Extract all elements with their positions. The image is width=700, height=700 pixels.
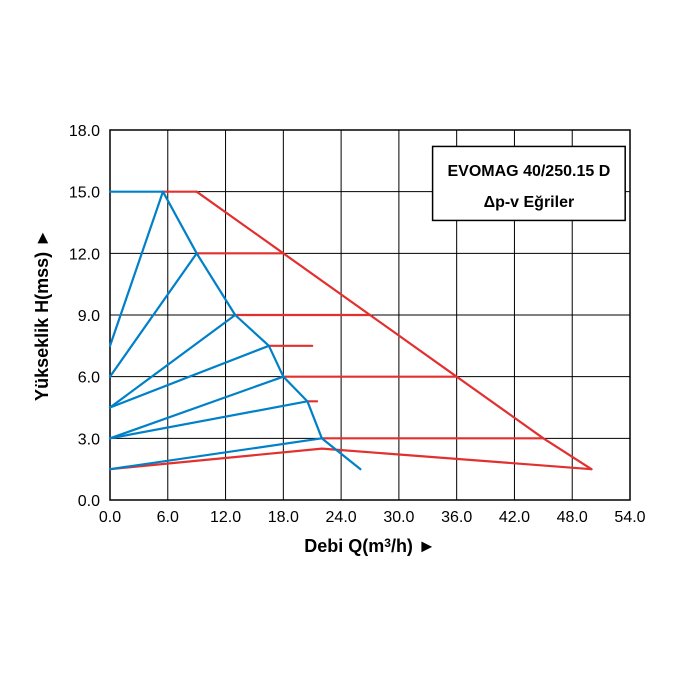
x-tick: 0.0 (99, 509, 121, 526)
x-tick: 18.0 (268, 509, 299, 526)
legend-line-2: Δp-v Eğriler (484, 194, 575, 211)
chart-container: 0.0 6.0 12.0 18.0 24.0 30.0 36.0 42.0 48.0 54.0 0.… (0, 0, 700, 700)
x-tick: 24.0 (326, 509, 357, 526)
y-tick: 3.0 (78, 431, 100, 448)
x-axis-label: Debi Q(m3/h) ► (304, 536, 436, 556)
x-tick: 30.0 (383, 509, 414, 526)
y-axis-label: Yükseklik H(mss) ► (32, 229, 52, 401)
pump-curve-chart: 0.0 6.0 12.0 18.0 24.0 30.0 36.0 42.0 48.0 54.0 0.… (0, 0, 700, 700)
x-tick: 48.0 (557, 509, 588, 526)
x-tick: 12.0 (210, 509, 241, 526)
x-tick: 54.0 (614, 509, 645, 526)
legend-line-1: EVOMAG 40/250.15 D (448, 163, 611, 180)
x-tick: 42.0 (499, 509, 530, 526)
y-tick: 9.0 (78, 308, 100, 325)
x-tick: 6.0 (157, 509, 179, 526)
y-tick: 12.0 (69, 246, 100, 263)
x-tick: 36.0 (441, 509, 472, 526)
y-tick: 18.0 (69, 123, 100, 140)
y-tick: 0.0 (78, 493, 100, 510)
y-tick: 15.0 (69, 185, 100, 202)
y-tick: 6.0 (78, 370, 100, 387)
